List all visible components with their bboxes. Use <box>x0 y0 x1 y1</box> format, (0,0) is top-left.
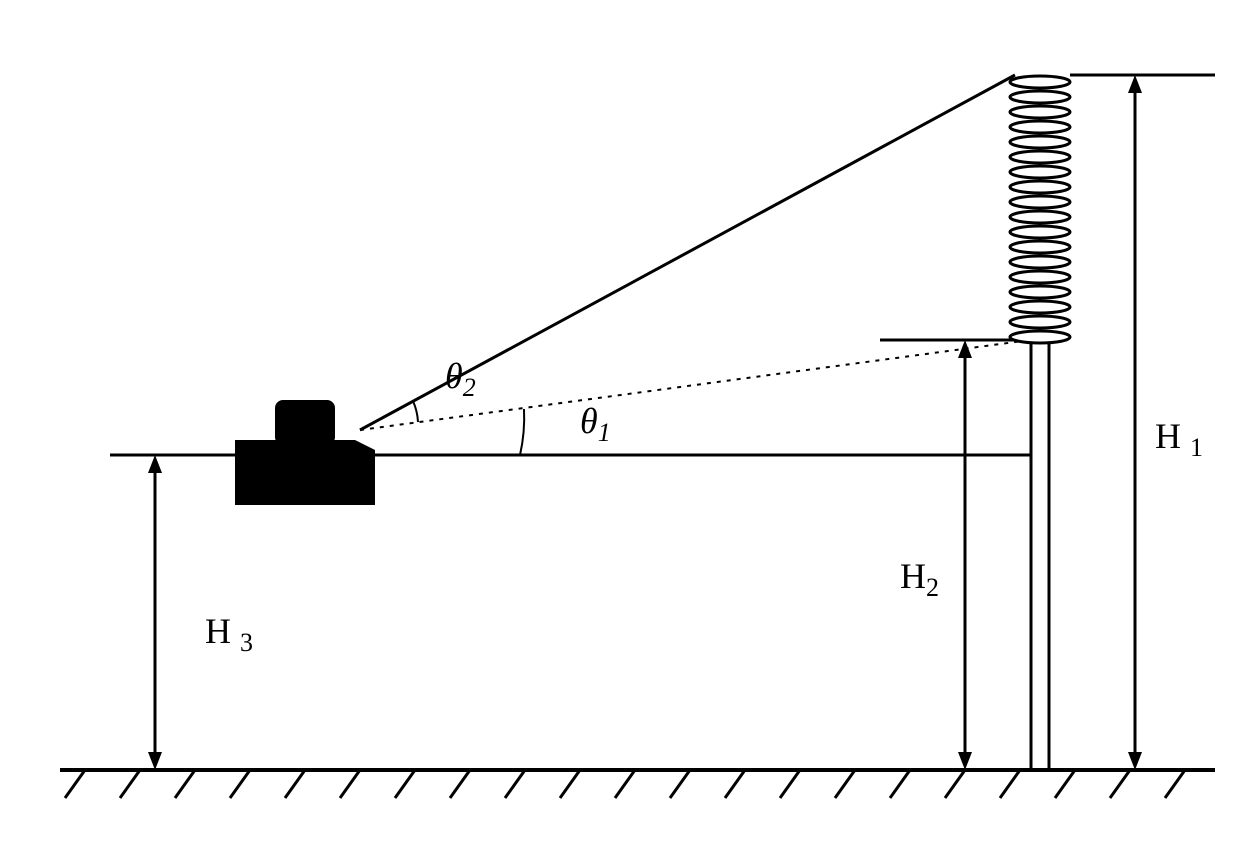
ground-hatching <box>65 770 1185 798</box>
diagram-container: θ2 θ1 H 1 H2 H 3 <box>0 0 1240 847</box>
theta1-arc <box>520 409 524 455</box>
h3-label: H 3 <box>205 610 253 658</box>
theta1-label: θ1 <box>580 400 611 448</box>
camera-icon <box>235 400 375 505</box>
h2-label: H2 <box>900 555 939 603</box>
theta2-label: θ2 <box>445 355 476 403</box>
insulator-post <box>1031 340 1049 770</box>
h1-dimension <box>1128 75 1142 770</box>
h3-dimension <box>148 455 162 770</box>
insulator-discs <box>1010 76 1070 343</box>
diagram-svg <box>0 0 1240 847</box>
h2-dimension <box>958 340 972 770</box>
theta2-arc <box>413 401 418 422</box>
h1-label: H 1 <box>1155 415 1203 463</box>
